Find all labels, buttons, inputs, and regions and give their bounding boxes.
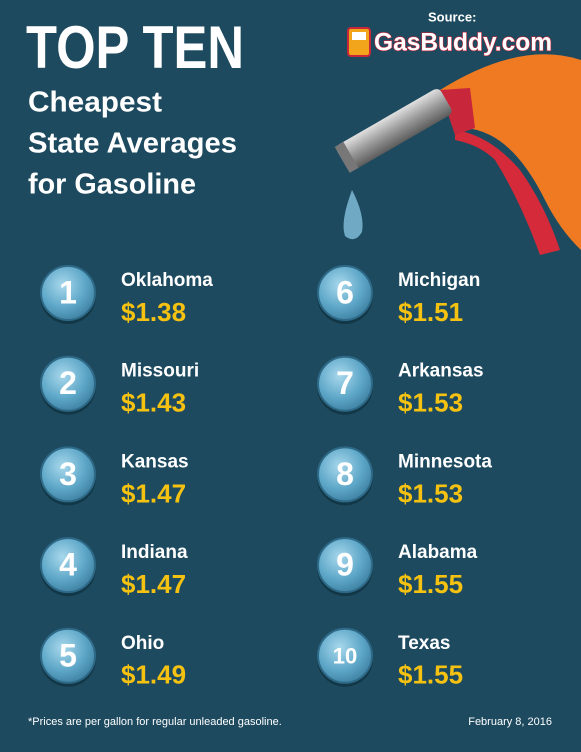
rank-number: 8 (336, 456, 354, 492)
subtitle-line: Cheapest (28, 87, 162, 119)
rank-badge (317, 627, 373, 684)
rank-number: 3 (59, 456, 77, 492)
source-logo: GasBuddy.com (374, 29, 552, 57)
footnote: *Prices are per gallon for regular unlea… (28, 716, 282, 728)
rank-number: 5 (59, 637, 77, 673)
state-name: Missouri (121, 361, 199, 382)
rank-badge (317, 537, 373, 594)
state-name: Arkansas (398, 361, 484, 382)
price: $1.53 (398, 478, 463, 508)
state-name: Indiana (121, 542, 188, 563)
rank-number: 7 (336, 365, 354, 401)
rank-badge (40, 537, 96, 594)
rank-badge (317, 265, 373, 321)
rank-number: 9 (336, 547, 354, 583)
rank-number: 6 (336, 274, 354, 310)
nozzle-illustration (334, 54, 581, 255)
subtitle-line: for Gasoline (28, 169, 196, 201)
rank-number: 1 (59, 274, 77, 310)
state-name: Michigan (398, 270, 480, 291)
state-name: Alabama (398, 542, 478, 563)
price: $1.53 (398, 388, 463, 418)
state-name: Minnesota (398, 451, 492, 472)
price: $1.38 (121, 297, 186, 327)
logo-icon (347, 27, 371, 57)
price: $1.43 (121, 388, 186, 418)
subtitle-line: State Averages (28, 128, 237, 160)
rank-number: 2 (59, 365, 77, 401)
price: $1.55 (398, 569, 463, 599)
rank-badge (40, 627, 96, 684)
rank-badge (40, 446, 96, 503)
price: $1.49 (121, 660, 186, 690)
date: February 8, 2016 (468, 716, 552, 728)
rank-badge (317, 355, 373, 412)
price: $1.55 (398, 660, 463, 690)
state-name: Oklahoma (121, 270, 213, 291)
source-label: Source: (428, 9, 476, 24)
rank-badge (40, 355, 96, 412)
rank-badge (317, 446, 373, 503)
state-name: Ohio (121, 633, 164, 654)
rank-badge (40, 265, 96, 321)
rank-number: 4 (59, 547, 77, 583)
price: $1.47 (121, 569, 186, 599)
rank-number: 10 (333, 644, 357, 669)
title: TOP TEN (26, 14, 244, 81)
price: $1.47 (121, 478, 186, 508)
price: $1.51 (398, 297, 463, 327)
state-name: Texas (398, 633, 450, 654)
state-name: Kansas (121, 451, 189, 472)
